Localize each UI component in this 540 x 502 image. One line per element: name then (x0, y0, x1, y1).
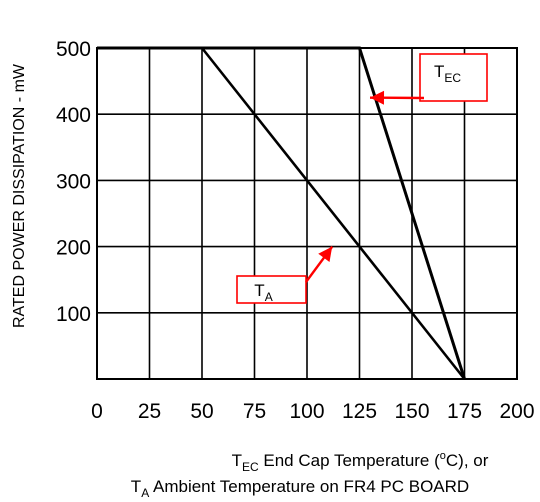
y-axis-label: RATED POWER DISSIPATION - mW (11, 63, 28, 328)
x-axis-label-line-2: TA Ambient Temperature on FR4 PC BOARD (131, 477, 469, 500)
x-tick-label-175: 175 (447, 400, 482, 423)
x-tick-label-75: 75 (243, 400, 266, 423)
x-axis-label-text-1: End Cap Temperature ( (259, 451, 440, 470)
x-axis-label-text-2: C), or (446, 451, 489, 470)
annotation-arrowhead-ec (370, 90, 385, 105)
x-axis-label-text-3: Ambient Temperature on FR4 PC BOARD (149, 477, 469, 496)
x-axis-label-line-1: TEC End Cap Temperature (oC), or (232, 450, 489, 474)
annotation-box-ec (419, 53, 488, 102)
x-tick-label-100: 100 (289, 400, 324, 423)
annotation-label-ec: TEC (434, 62, 461, 85)
y-tick-label-200: 200 (56, 237, 91, 260)
annotation-arrowhead-a (318, 246, 333, 263)
y-tick-label-500: 500 (56, 38, 91, 61)
x-tick-label-150: 150 (394, 400, 429, 423)
series-line-tec (97, 46, 466, 380)
degree-superscript: o (440, 450, 446, 462)
x-tick-label-0: 0 (91, 400, 103, 423)
y-tick-label-400: 400 (56, 104, 91, 127)
tick-labels: 100 200 300 400 500 0 25 50 75 100 125 150 175 200 (56, 38, 535, 423)
series-line-ta (200, 47, 466, 380)
annotation-label-a: TA (254, 281, 272, 304)
x-tick-label-25: 25 (138, 400, 161, 423)
y-tick-label-100: 100 (56, 303, 91, 326)
annotation-box-a (236, 275, 307, 304)
annotations: TEC TA (236, 53, 488, 304)
x-tick-label-200: 200 (499, 400, 534, 423)
y-tick-label-300: 300 (56, 170, 91, 193)
series-layer (97, 46, 466, 380)
tec-subscript: EC (242, 460, 259, 474)
x-tick-label-50: 50 (190, 400, 213, 423)
ta-subscript: A (141, 486, 149, 500)
x-tick-label-125: 125 (342, 400, 377, 423)
tec-symbol: T (232, 451, 242, 470)
ta-symbol: T (131, 477, 141, 496)
x-axis-label: TEC End Cap Temperature (oC), or TA Ambi… (131, 450, 489, 500)
